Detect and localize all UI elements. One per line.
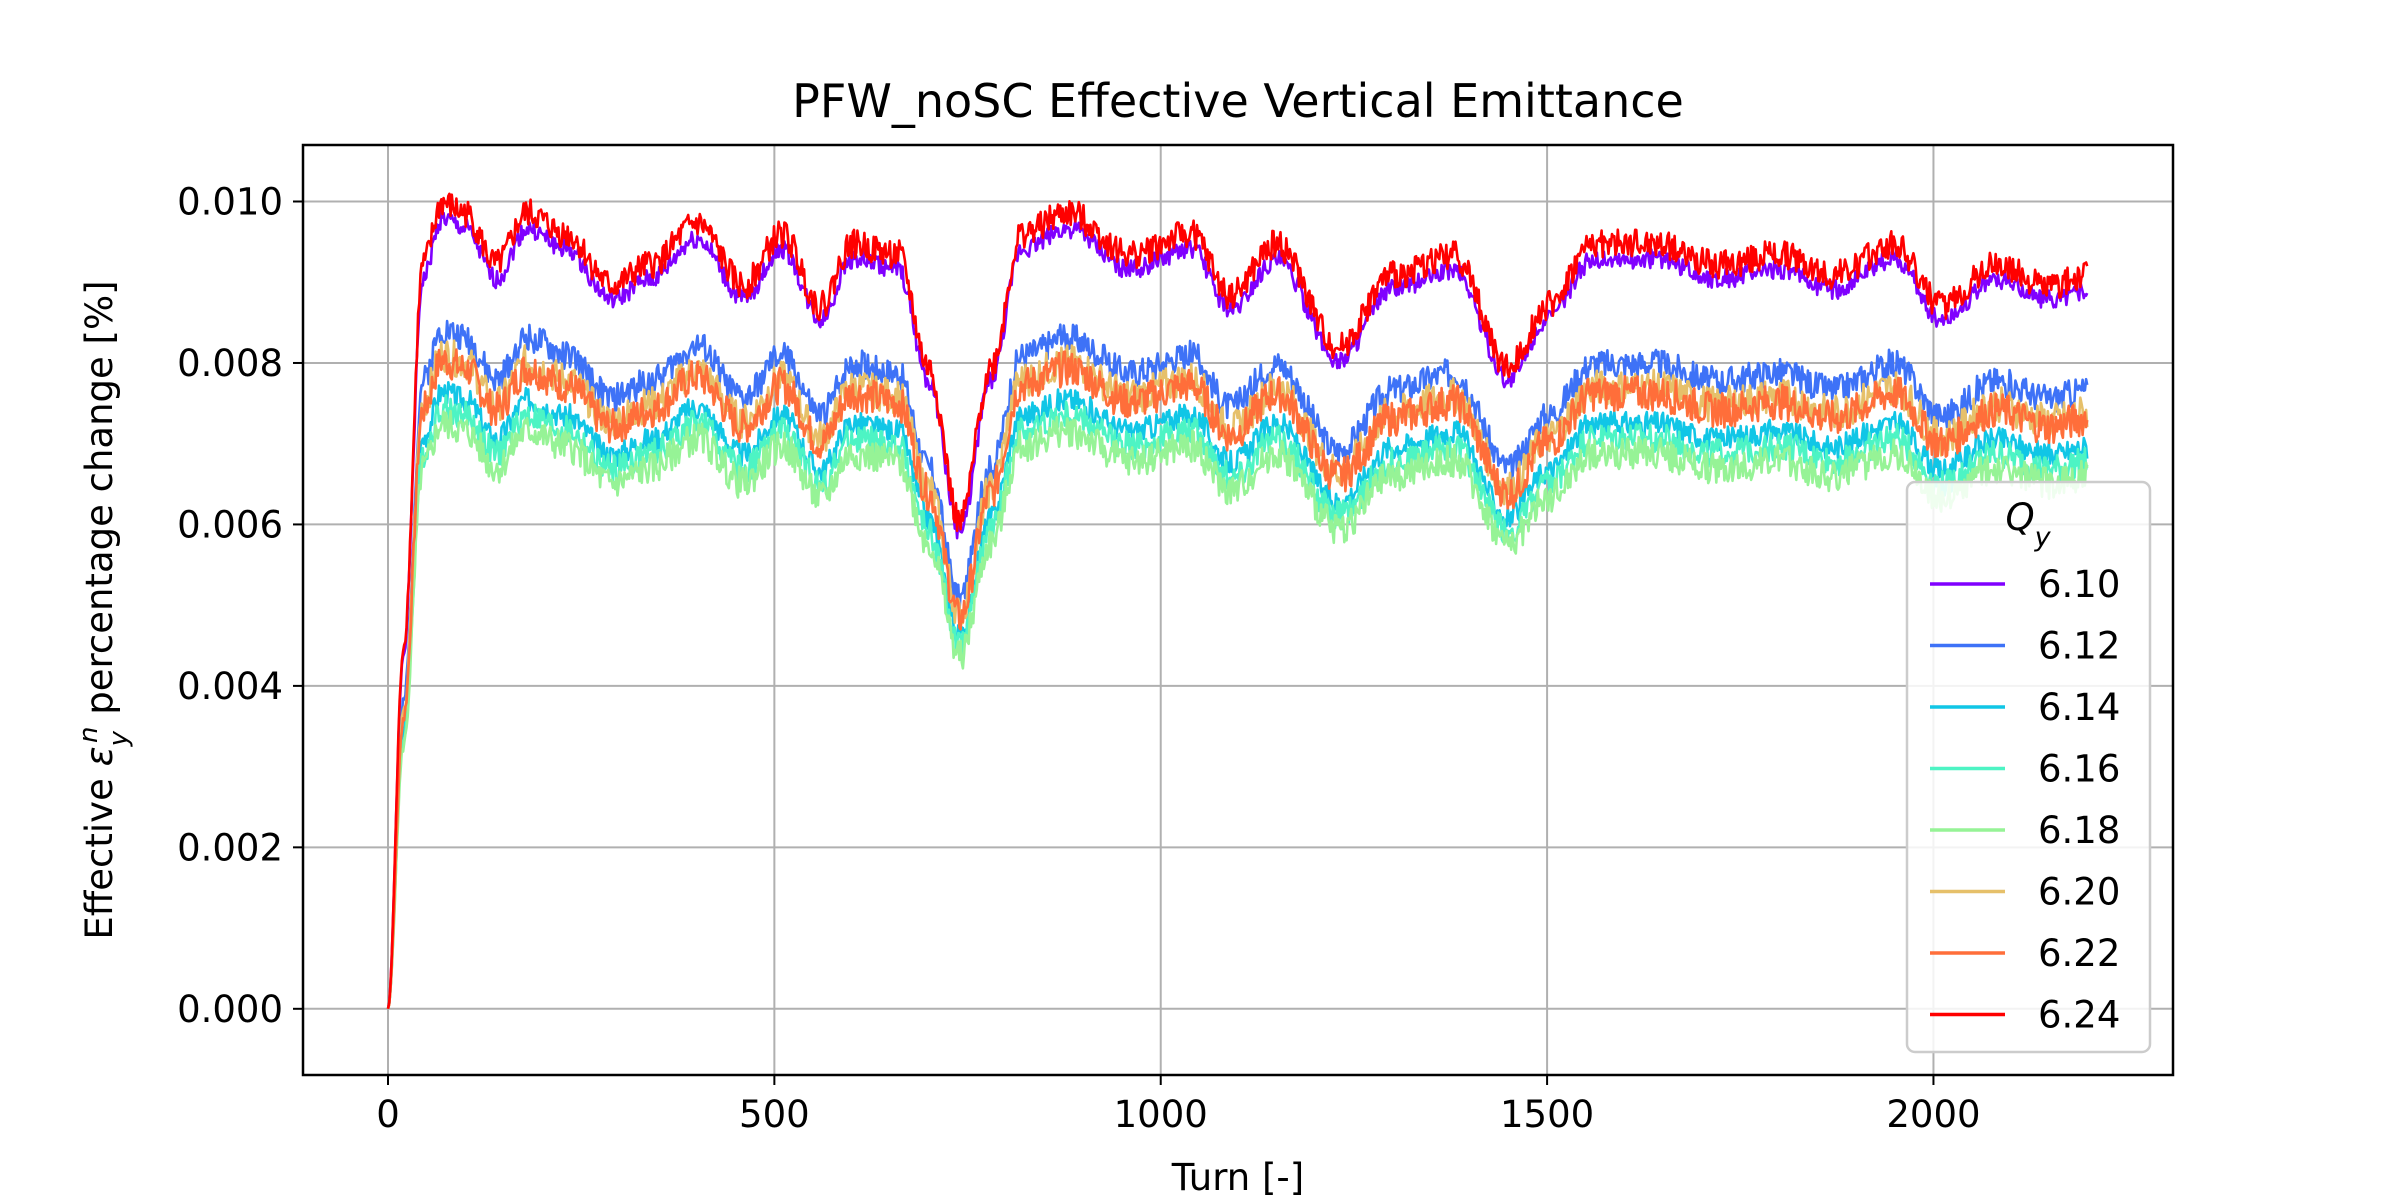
legend-title-symbol: Q <box>2005 496 2034 539</box>
legend-label: 6.20 <box>2038 871 2120 914</box>
x-axis-label: Turn [-] <box>1171 1156 1304 1199</box>
legend-label: 6.22 <box>2038 932 2120 975</box>
x-tick-label: 0 <box>376 1093 400 1136</box>
grid <box>303 145 2173 1075</box>
legend-label: 6.12 <box>2038 625 2120 668</box>
legend-entries: 6.10 6.12 6.14 6.16 6.18 6.20 6.22 6.24 <box>1930 563 2120 1037</box>
legend-box <box>1905 480 2152 1054</box>
legend-title-subscript: y <box>2034 522 2052 553</box>
y-axis-label-subscript: y <box>104 730 134 747</box>
legend: Qy 6.10 6.12 6.14 6.16 6.18 6.20 6.22 6.24 <box>1905 480 2152 1054</box>
y-tick-label: 0.004 <box>177 665 283 708</box>
series-layer <box>386 192 2089 1010</box>
series-line-6-22 <box>386 348 2089 1010</box>
y-tick-label: 0.010 <box>177 181 283 224</box>
legend-label: 6.18 <box>2038 809 2120 852</box>
series-line-6-10 <box>386 210 2089 1010</box>
y-axis-label-prefix: Effective <box>78 766 121 939</box>
y-axis-label-symbol: ε <box>78 746 121 766</box>
y-axis-label: Effective εyn percentage change [%] <box>74 280 134 939</box>
series-line-6-16 <box>386 394 2089 1010</box>
x-tick-label: 1500 <box>1500 1093 1594 1136</box>
x-tick-label: 500 <box>739 1093 810 1136</box>
series-line-6-14 <box>386 380 2089 1010</box>
y-tick-label: 0.008 <box>177 342 283 385</box>
legend-label: 6.10 <box>2038 563 2120 606</box>
plot-frame <box>301 143 2175 1077</box>
legend-label: 6.24 <box>2038 994 2120 1037</box>
y-tick-label: 0.002 <box>177 826 283 869</box>
y-tick-label: 0.000 <box>177 988 283 1031</box>
legend-label: 6.16 <box>2038 748 2120 791</box>
series-line-6-24 <box>386 192 2089 1010</box>
x-tick-label: 2000 <box>1886 1093 1980 1136</box>
chart-title: PFW_noSC Effective Vertical Emittance <box>792 74 1684 128</box>
y-tick-label: 0.006 <box>177 503 283 546</box>
y-axis-label-superscript: n <box>74 727 104 743</box>
y-axis-label-suffix: percentage change [%] <box>78 280 121 726</box>
x-tick-label: 1000 <box>1114 1093 1208 1136</box>
legend-title: Qy <box>2005 496 2051 553</box>
series-line-6-18 <box>386 409 2089 1010</box>
legend-label: 6.14 <box>2038 686 2120 729</box>
ticks: 0 500 1000 1500 2000 0.000 0.002 0.004 0.006 0.00… <box>177 181 1980 1136</box>
